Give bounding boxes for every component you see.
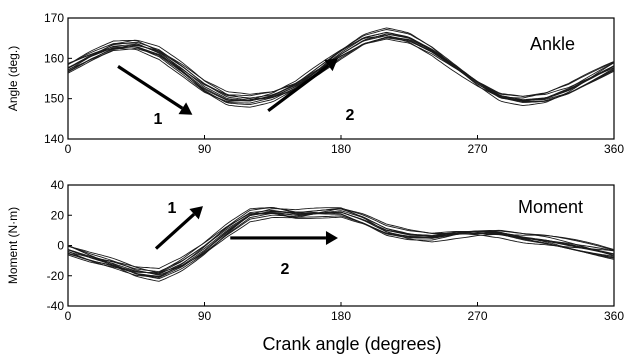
x-tick-label: 360 bbox=[604, 142, 624, 156]
trial-trace bbox=[67, 29, 615, 104]
x-axis-label: Crank angle (degrees) bbox=[262, 334, 441, 354]
annotation-arrow bbox=[117, 65, 184, 110]
annotation-arrowhead bbox=[178, 102, 193, 115]
y-tick-label: 140 bbox=[44, 132, 64, 146]
x-tick-label: 180 bbox=[331, 142, 351, 156]
x-tick-label: 0 bbox=[65, 142, 72, 156]
y-axis-label: Angle (deg.) bbox=[6, 46, 20, 111]
y-tick-label: 40 bbox=[51, 178, 65, 192]
y-axis-label: Moment (N·m) bbox=[6, 207, 20, 284]
trial-trace bbox=[67, 207, 615, 277]
y-tick-label: 20 bbox=[51, 208, 65, 222]
annotation-arrowhead bbox=[324, 58, 338, 72]
annotation-arrowhead bbox=[325, 230, 338, 245]
trial-trace bbox=[67, 212, 615, 273]
trial-trace bbox=[67, 211, 615, 280]
annotation-number: 2 bbox=[281, 261, 290, 278]
annotation-arrow bbox=[267, 64, 330, 113]
y-tick-label: -20 bbox=[47, 269, 65, 283]
y-tick-label: 0 bbox=[57, 239, 64, 253]
x-tick-label: 270 bbox=[467, 309, 487, 323]
annotation-number: 1 bbox=[168, 200, 177, 217]
trial-trace bbox=[67, 210, 615, 274]
annotation-arrow bbox=[154, 213, 196, 250]
trial-trace bbox=[67, 36, 615, 101]
y-tick-label: -40 bbox=[47, 299, 65, 313]
trial-trace bbox=[67, 211, 615, 275]
trial-trace bbox=[67, 207, 615, 278]
x-tick-label: 0 bbox=[65, 309, 72, 323]
x-tick-label: 360 bbox=[604, 309, 624, 323]
y-tick-label: 150 bbox=[44, 92, 64, 106]
ankle-moment-panel: 0 90 180 270 360 -40 -20 0 20 40 Moment (N·m) Momen… bbox=[6, 178, 624, 323]
trial-trace bbox=[67, 208, 615, 278]
trial-trace bbox=[67, 210, 615, 276]
x-tick-label: 180 bbox=[331, 309, 351, 323]
x-tick-label: 270 bbox=[467, 142, 487, 156]
annotation-arrowhead bbox=[189, 206, 203, 220]
panel-label: Moment bbox=[518, 197, 583, 217]
annotation-number: 2 bbox=[346, 107, 355, 124]
x-tick-label: 90 bbox=[198, 309, 212, 323]
panel-label: Ankle bbox=[530, 34, 575, 54]
annotation-number: 1 bbox=[154, 111, 163, 128]
trial-trace bbox=[67, 35, 615, 104]
y-tick-label: 170 bbox=[44, 11, 64, 25]
x-tick-label: 90 bbox=[198, 142, 212, 156]
y-tick-label: 160 bbox=[44, 51, 64, 65]
ankle-angle-panel: 0 90 180 270 360 140 150 160 170 Angle (deg.) Ankl… bbox=[6, 11, 624, 156]
